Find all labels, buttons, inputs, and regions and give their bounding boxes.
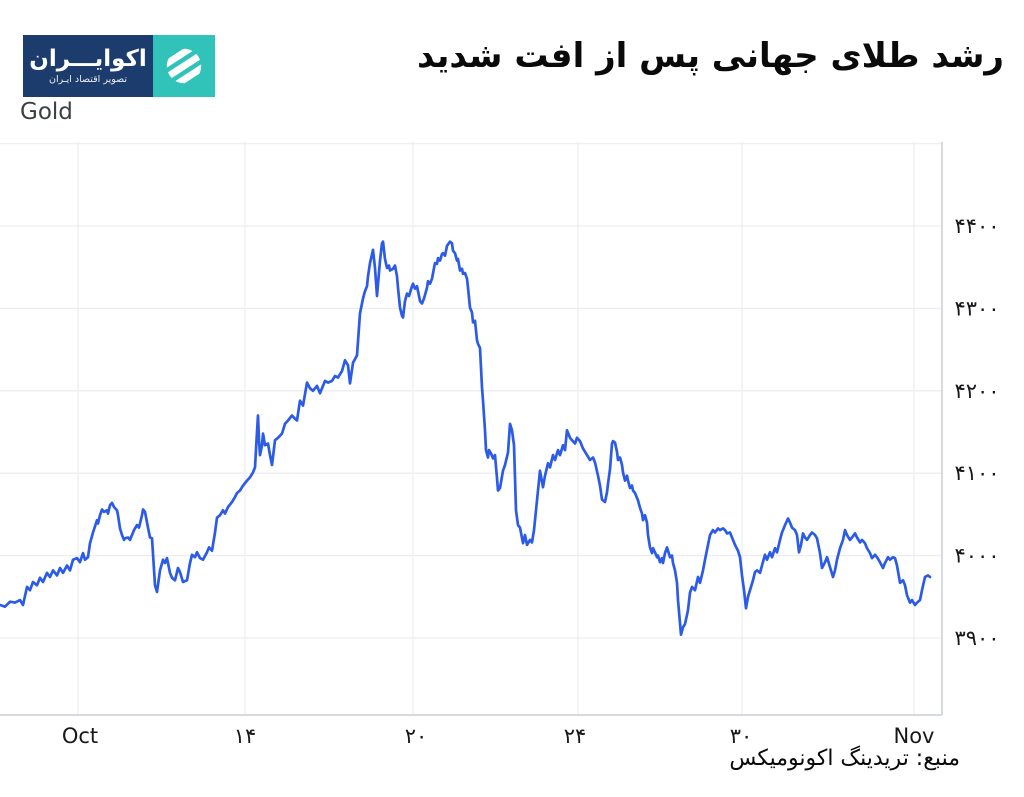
logo-subtitle: تصویر اقتصاد ایـران bbox=[48, 74, 128, 86]
source-note: منبع: تریدینگ اکونومیکس bbox=[729, 746, 960, 771]
logo-title: اکوایـــران bbox=[29, 45, 147, 72]
x-tick-label: Nov bbox=[894, 724, 935, 748]
x-tick-label: Oct bbox=[62, 724, 98, 748]
instrument-label: Gold bbox=[20, 99, 73, 125]
y-tick-label: ۴۱۰۰ bbox=[954, 461, 999, 485]
y-tick-label: ۴۴۰۰ bbox=[954, 214, 999, 238]
logo-textbox: اکوایـــران تصویر اقتصاد ایـران bbox=[23, 35, 153, 97]
page-title: رشد طلای جهانی پس از افت شدید bbox=[417, 36, 1004, 76]
x-tick-label: ۳۰ bbox=[730, 724, 753, 748]
price-line bbox=[0, 240, 932, 637]
y-tick-label: ۴۲۰۰ bbox=[954, 379, 999, 403]
globe-swoosh-icon bbox=[160, 42, 208, 90]
x-tick-label: ۱۴ bbox=[234, 724, 257, 748]
y-tick-label: ۴۳۰۰ bbox=[954, 296, 999, 320]
y-tick-label: ۳۹۰۰ bbox=[954, 626, 999, 650]
y-tick-label: ۴۰۰۰ bbox=[954, 544, 999, 568]
x-tick-label: ۲۴ bbox=[564, 724, 587, 748]
ecoiran-logo: اکوایـــران تصویر اقتصاد ایـران bbox=[23, 35, 215, 97]
logo-mark bbox=[153, 35, 215, 97]
x-tick-label: ۲۰ bbox=[405, 724, 428, 748]
